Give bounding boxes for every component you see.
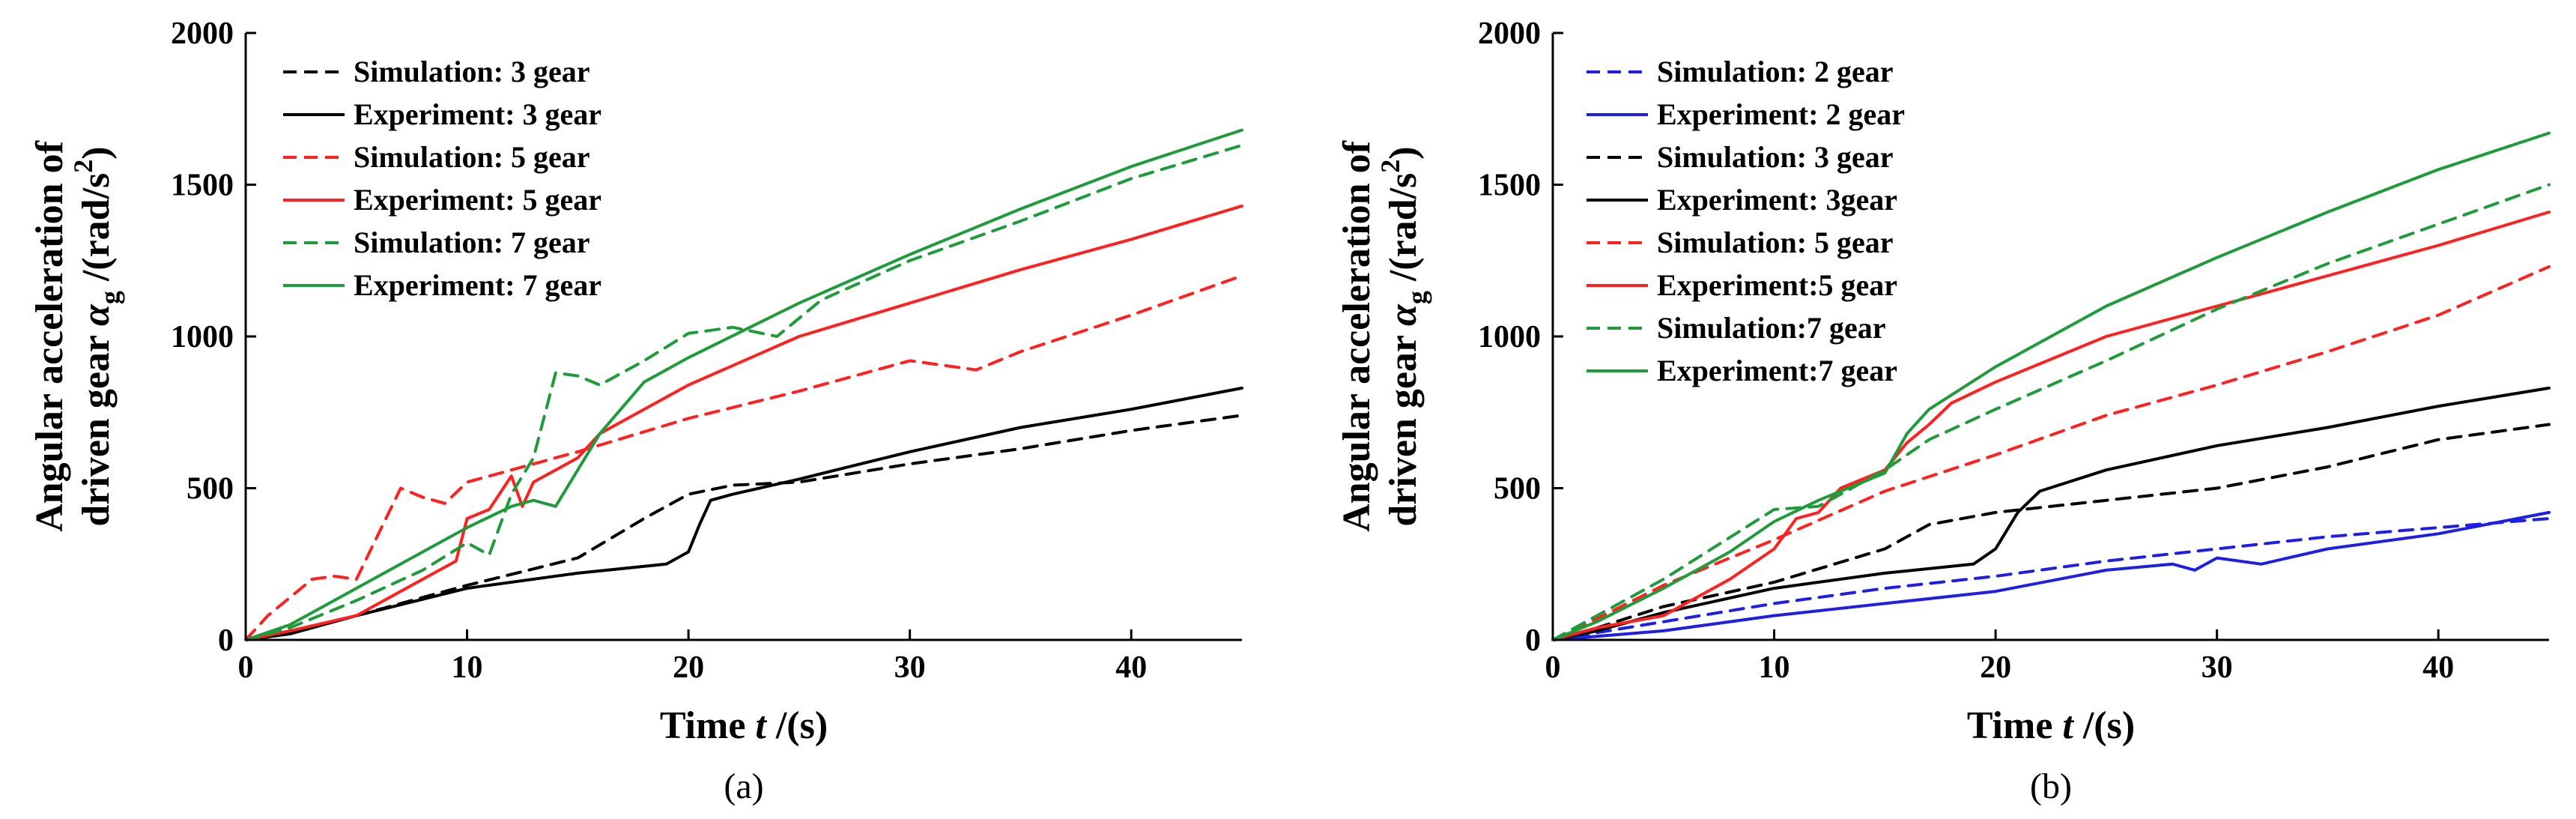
legend-label-2: Experiment: 3 gear [354,97,601,131]
legend-label-5: Simulation: 5 gear [1657,226,1894,259]
legend-label-5: Simulation: 7 gear [354,226,590,259]
x-tick-label: 20 [673,650,704,685]
series-line-5 [1551,265,2551,641]
y-tick-label: 1500 [171,169,234,203]
y-axis-title-line1: Angular acceleration of [1336,140,1378,532]
y-axis-title-line2: driven gear αg /(rad/s2) [68,146,125,526]
chart-panel-b: 0 10 20 30 40 0 500 1000 1500 2000 Simulation: 2 … [1336,16,2551,806]
series-line-5 [244,143,1243,641]
y-tick-label: 1500 [1478,169,1541,203]
y-tick-label: 2000 [1478,16,1541,51]
y-axis-title: Angular acceleration of driven gear αg /… [1336,140,1432,532]
axes-layer: 0 10 20 30 40 0 500 1000 1500 2000 [1478,16,2549,685]
legend: Simulation: 2 gear Experiment: 2 gear Simu… [1586,55,1905,387]
legend-label-1: Simulation: 2 gear [1657,55,1894,88]
series-line-6 [244,128,1243,641]
x-tick-label: 10 [1759,650,1790,685]
legend-label-4: Experiment: 3gear [1657,183,1897,217]
y-tick-label: 0 [1525,623,1541,658]
series-layer [244,128,1243,641]
series-line-4 [244,204,1243,641]
legend-label-3: Simulation: 5 gear [354,140,590,174]
panel-label: (b) [2030,767,2072,806]
legend-label-4: Experiment: 5 gear [354,183,601,217]
legend-label-7: Simulation:7 gear [1657,311,1886,345]
series-line-3 [244,274,1243,641]
y-tick-label: 1000 [171,320,234,354]
series-line-2 [1551,510,2551,641]
chart-panel-a: 0 10 20 30 40 0 500 1000 1500 2000 Simulation: 3 … [28,16,1243,806]
series-line-7 [1551,183,2551,641]
y-tick-label: 2000 [171,16,234,51]
series-line-8 [1551,131,2551,641]
x-tick-label: 10 [452,650,483,685]
x-tick-label: 0 [238,650,254,685]
series-line-2 [244,386,1243,641]
x-tick-label: 20 [1980,650,2011,685]
x-tick-label: 0 [1545,650,1561,685]
x-axis-title: Time t /(s) [1967,704,2135,747]
legend-label-8: Experiment:7 gear [1657,354,1897,387]
legend-label-6: Experiment: 7 gear [354,268,601,302]
y-axis-title-line1: Angular acceleration of [28,140,71,532]
y-axis-title: Angular acceleration of driven gear αg /… [28,140,125,532]
y-tick-label: 0 [218,623,234,658]
legend-label-1: Simulation: 3 gear [354,55,590,88]
x-tick-label: 30 [2201,650,2233,685]
plot-area-background [246,33,1242,640]
y-axis-title-line2: driven gear αg /(rad/s2) [1375,146,1432,526]
series-layer [1551,131,2551,641]
x-tick-label: 40 [2422,650,2454,685]
legend: Simulation: 3 gear Experiment: 3 gear Simu… [283,55,601,302]
y-tick-label: 500 [1494,472,1541,507]
x-tick-label: 30 [894,650,926,685]
y-tick-label: 1000 [1478,320,1541,354]
x-tick-label: 40 [1115,650,1147,685]
legend-label-3: Simulation: 3 gear [1657,140,1894,174]
legend-label-2: Experiment: 2 gear [1657,97,1905,131]
legend-label-6: Experiment:5 gear [1657,268,1897,302]
series-line-3 [1551,423,2551,641]
series-line-4 [1551,386,2551,641]
axes-layer: 0 10 20 30 40 0 500 1000 1500 2000 [171,16,1242,685]
series-line-1 [1551,517,2551,641]
x-axis-title: Time t /(s) [660,704,828,747]
panel-label: (a) [724,767,763,806]
y-tick-label: 500 [187,472,234,507]
